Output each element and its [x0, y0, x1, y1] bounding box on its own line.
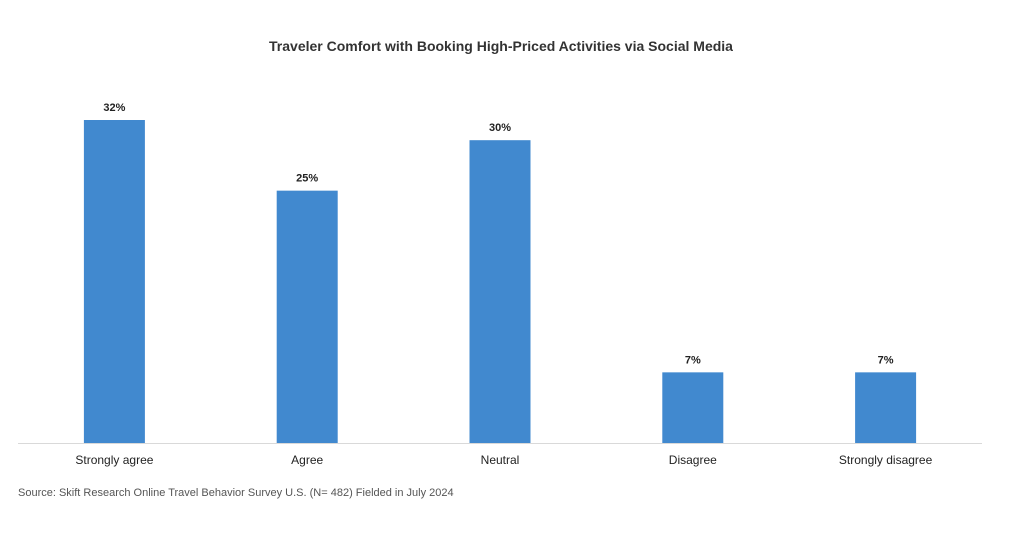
data-label-3: 7% [685, 354, 701, 366]
x-tick-label-4: Strongly disagree [839, 453, 933, 467]
data-label-1: 25% [296, 173, 318, 185]
bars-group [83, 120, 917, 443]
data-label-2: 30% [489, 122, 511, 134]
bar-0 [83, 120, 145, 443]
data-label-4: 7% [878, 354, 894, 366]
bar-4 [855, 372, 917, 443]
bar-2 [469, 140, 531, 443]
x-tick-label-3: Disagree [669, 453, 717, 467]
bar-1 [276, 190, 338, 443]
x-tick-labels-group: Strongly agree Agree Neutral Disagree Strong… [75, 453, 932, 467]
x-tick-label-0: Strongly agree [75, 453, 153, 467]
data-label-0: 32% [103, 102, 125, 114]
x-tick-label-1: Agree [291, 453, 323, 467]
source-note: Source: Skift Research Online Travel Beh… [18, 487, 454, 499]
chart-title: Traveler Comfort with Booking High-Price… [269, 38, 733, 54]
bar-3 [662, 372, 724, 443]
data-labels-group: 32% 25% 30% 7% 7% [103, 102, 893, 366]
x-tick-label-2: Neutral [481, 453, 520, 467]
